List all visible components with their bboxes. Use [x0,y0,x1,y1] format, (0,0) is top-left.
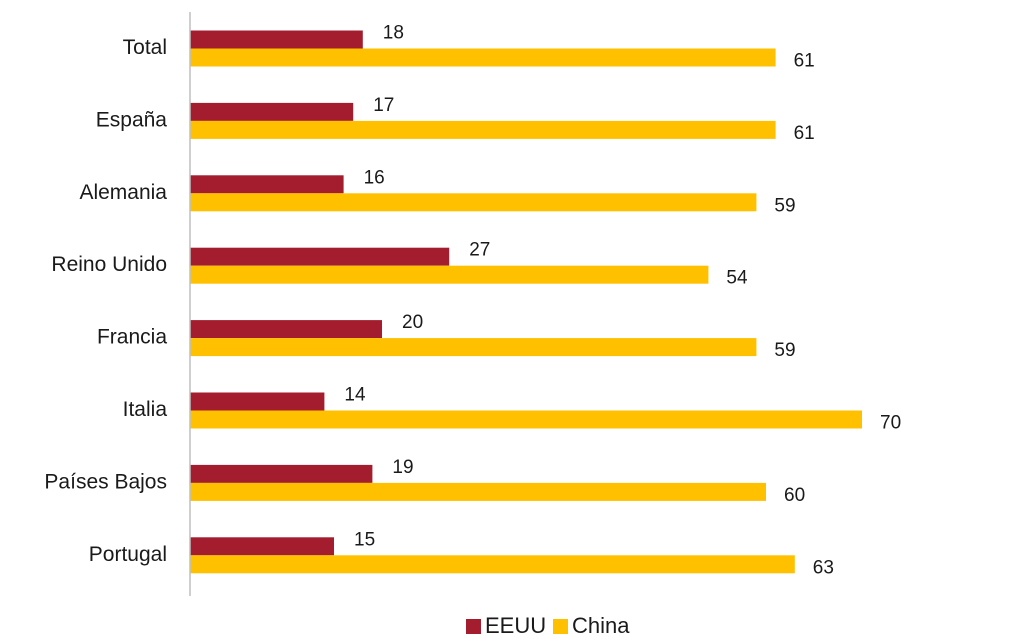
data-label-eeuu-alemania: 16 [364,167,385,188]
data-label-china-francia: 59 [774,340,795,361]
bar-eeuu-alemania [190,175,344,194]
bar-eeuu-portugal [190,537,334,556]
bar-eeuu-francia [190,320,382,339]
category-label-francia: Francia [97,326,167,349]
bar-eeuu-reino-unido [190,247,450,266]
data-label-eeuu-italia: 14 [344,385,366,406]
data-label-eeuu-espana: 17 [373,95,394,116]
bar-eeuu-italia [190,392,325,411]
bar-china-francia [190,338,757,357]
bar-china-reino-unido [190,265,709,284]
legend-label-china: China [572,613,630,638]
data-label-china-reino-unido: 54 [726,268,748,289]
bar-china-portugal [190,555,795,574]
data-label-china-italia: 70 [880,413,901,434]
data-label-china-total: 61 [794,51,815,72]
category-label-espana: España [96,108,168,131]
bar-eeuu-espana [190,102,354,121]
category-labels: Total España Alemania Reino Unido Francia Ita… [44,36,167,566]
category-label-reino-unido: Reino Unido [51,253,167,276]
plot-area: 18 61 17 61 16 59 27 54 20 59 14 70 19 60 15 63 [190,23,901,578]
category-label-paises-bajos: Países Bajos [44,470,167,493]
bar-china-italia [190,410,862,429]
bar-china-paises-bajos [190,482,766,501]
bar-china-espana [190,120,776,139]
legend-swatch-eeuu [466,619,481,634]
data-label-eeuu-total: 18 [383,23,404,44]
data-label-eeuu-paises-bajos: 19 [392,457,413,478]
category-label-alemania: Alemania [79,181,167,204]
data-label-eeuu-reino-unido: 27 [469,240,490,261]
bar-eeuu-total [190,30,363,49]
bar-eeuu-paises-bajos [190,464,373,483]
legend-label-eeuu: EEUU [485,613,546,638]
data-label-china-alemania: 59 [774,195,795,216]
category-label-italia: Italia [123,398,168,421]
category-label-portugal: Portugal [89,543,167,566]
legend-swatch-china [553,619,568,634]
category-label-total: Total [123,36,167,59]
data-label-eeuu-portugal: 15 [354,529,375,550]
data-label-china-paises-bajos: 60 [784,485,805,506]
data-label-china-espana: 61 [794,123,815,144]
data-label-china-portugal: 63 [813,557,834,578]
bar-china-total [190,48,776,67]
data-label-eeuu-francia: 20 [402,312,423,333]
legend: EEUU China [466,613,630,638]
bar-china-alemania [190,193,757,212]
